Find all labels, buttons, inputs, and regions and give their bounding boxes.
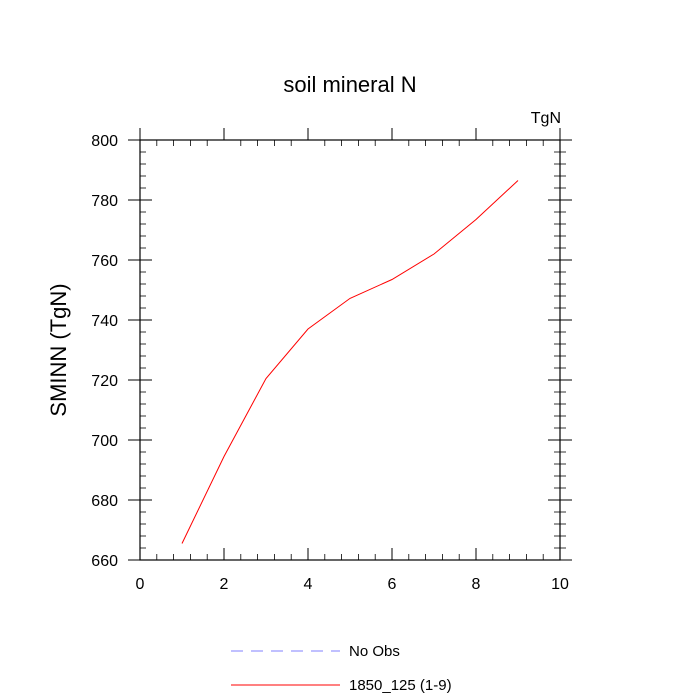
- x-tick-label-5: 10: [551, 576, 569, 593]
- legend: No Obs 1850_125 (1-9): [231, 643, 452, 694]
- axis-ticks: [128, 128, 572, 561]
- y-tick-label-6: 780: [91, 193, 118, 210]
- x-tick-label-4: 8: [472, 576, 481, 593]
- units-label: TgN: [531, 110, 561, 127]
- legend-label-1: 1850_125 (1-9): [349, 677, 452, 694]
- series-line-1: [181, 180, 519, 544]
- y-tick-label-4: 740: [91, 313, 118, 330]
- y-tick-label-7: 800: [91, 133, 118, 150]
- x-tick-label-2: 4: [304, 576, 313, 593]
- y-axis-label: SMINN (TgN): [46, 283, 71, 416]
- y-tick-label-2: 700: [91, 433, 118, 450]
- y-tick-label-1: 680: [91, 493, 118, 510]
- y-tick-label-3: 720: [91, 373, 118, 390]
- y-tick-label-5: 760: [91, 253, 118, 270]
- plot-frame: [139, 139, 561, 561]
- legend-label-0: No Obs: [349, 643, 400, 660]
- x-tick-label-3: 6: [388, 576, 397, 593]
- x-tick-label-0: 0: [136, 576, 145, 593]
- axis-tick-labels: 0 2 4 6 8 10 660 680 700 720 740 760 780 800: [91, 133, 569, 593]
- x-tick-label-1: 2: [220, 576, 229, 593]
- series-lines: [181, 180, 519, 544]
- chart-title: soil mineral N: [283, 72, 416, 97]
- y-tick-label-0: 660: [91, 553, 118, 570]
